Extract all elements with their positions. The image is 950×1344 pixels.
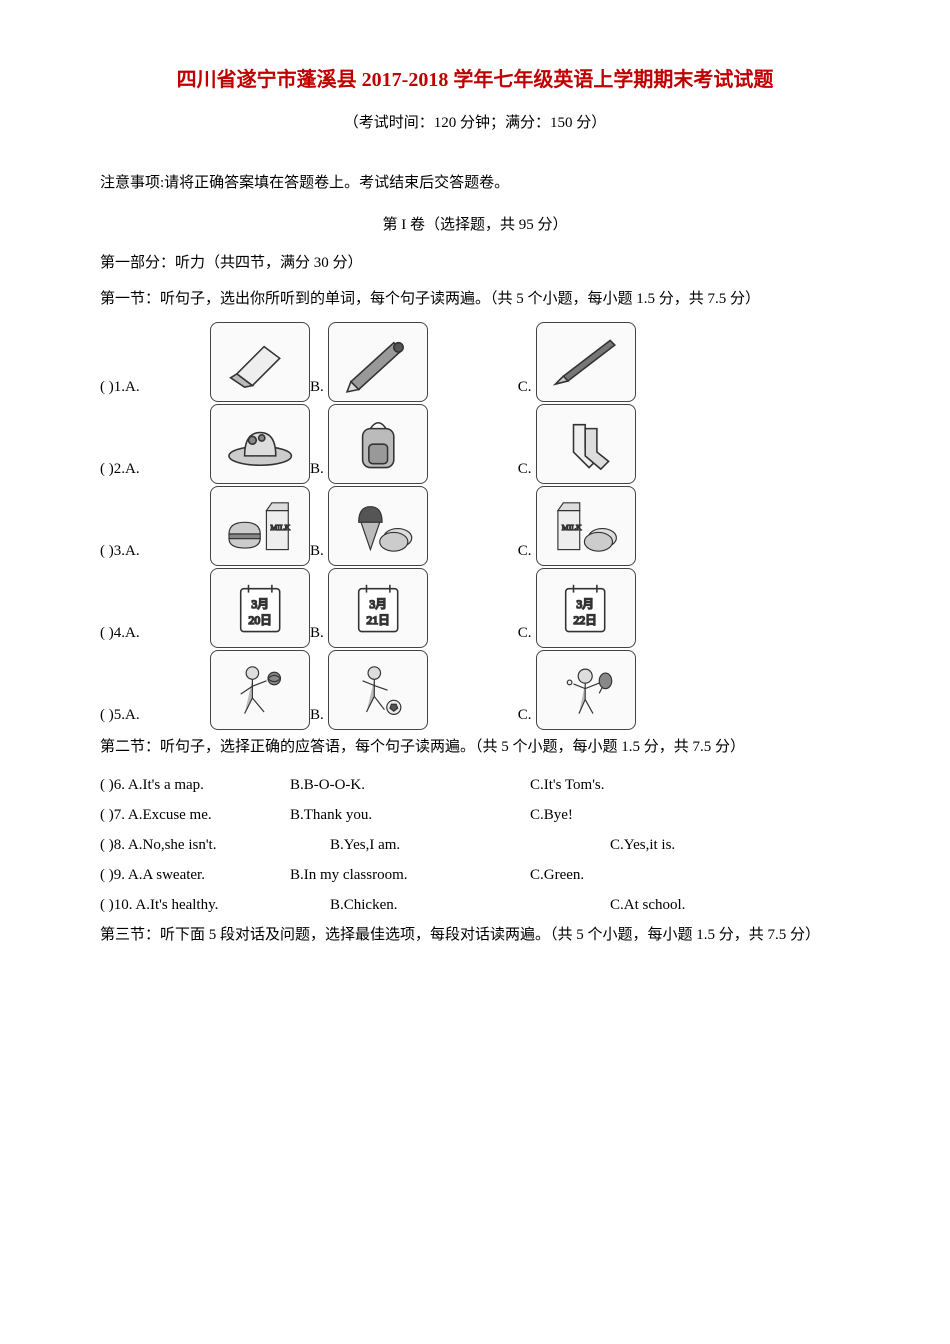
notice-text: 注意事项:请将正确答案填在答题卷上。考试结束后交答题卷。 [100,168,850,198]
page-title: 四川省遂宁市蓬溪县 2017-2018 学年七年级英语上学期期末考试试题 [100,60,850,100]
option-b: B.Chicken. [330,890,610,920]
eraser-icon [210,322,310,402]
svg-text:20日: 20日 [248,614,271,627]
question-number: ( )4.A. [100,618,210,648]
basketball-icon [210,650,310,730]
text-question-row: ( )7. A.Excuse me.B.Thank you.C.Bye! [100,800,850,830]
exam-info: （考试时间：120 分钟；满分：150 分） [100,108,850,138]
option-b: B.Yes,I am. [330,830,610,860]
question-row: ( )4.A. 3月20日 B. 3月21日 C. 3月22日 [100,568,850,648]
svg-text:3月: 3月 [577,598,595,611]
text-question-row: ( )6. A.It's a map.B.B-O-O-K.C.It's Tom'… [100,770,850,800]
option-b: B.In my classroom. [290,860,530,890]
pen-icon [536,322,636,402]
svg-text:22日: 22日 [574,614,597,627]
text-question-row: ( )10. A.It's healthy.B.Chicken.C.At sch… [100,890,850,920]
volume-header: 第 I 卷（选择题，共 95 分） [100,210,850,240]
option-b: B.B-O-O-K. [290,770,530,800]
option-c: C.Bye! [530,800,573,830]
question-number: ( )3.A. [100,536,210,566]
option-c: C.Yes,it is. [610,830,675,860]
question-number: ( )2.A. [100,454,210,484]
option-b-label: B. [310,454,324,484]
burger-milk-icon: MILK [210,486,310,566]
calendar-icon: 3月20日 [210,568,310,648]
svg-text:3月: 3月 [251,598,269,611]
calendar-icon: 3月22日 [536,568,636,648]
question-row: ( )2.A. B. C. [100,404,850,484]
svg-text:21日: 21日 [366,614,389,627]
question-number: ( )8. A.No,she isn't. [100,830,330,860]
question-row: ( )5.A. B. C. [100,650,850,730]
question-number: ( )5.A. [100,700,210,730]
option-c-label: C. [518,700,532,730]
text-question-row: ( )8. A.No,she isn't.B.Yes,I am.C.Yes,it… [100,830,850,860]
question-number: ( )6. A.It's a map. [100,770,290,800]
svg-text:3月: 3月 [369,598,387,611]
question-number: ( )1.A. [100,372,210,402]
section2-header: 第二节：听句子，选择正确的应答语，每个句子读两遍。（共 5 个小题，每小题 1.… [100,732,850,762]
option-c: C.Green. [530,860,584,890]
option-b: B.Thank you. [290,800,530,830]
option-c-label: C. [518,372,532,402]
question-number: ( )10. A.It's healthy. [100,890,330,920]
hat-icon [210,404,310,484]
pencil-icon [328,322,428,402]
question-number: ( )7. A.Excuse me. [100,800,290,830]
milk-bread-icon: MILK [536,486,636,566]
socks-icon [536,404,636,484]
option-b-label: B. [310,536,324,566]
option-b-label: B. [310,700,324,730]
section1-header: 第一节：听句子，选出你所听到的单词，每个句子读两遍。（共 5 个小题，每小题 1… [100,284,850,314]
soccer-icon [328,650,428,730]
backpack-icon [328,404,428,484]
option-c-label: C. [518,536,532,566]
option-b-label: B. [310,372,324,402]
question-row: ( )3.A. MILK B. C. MILK [100,486,850,566]
svg-text:MILK: MILK [562,523,582,532]
question-row: ( )1.A. B. C. [100,322,850,402]
text-question-row: ( )9. A.A sweater.B.In my classroom.C.Gr… [100,860,850,890]
svg-text:MILK: MILK [270,523,290,532]
part1-header: 第一部分：听力（共四节，满分 30 分） [100,248,850,278]
option-c: C.At school. [610,890,685,920]
option-c-label: C. [518,618,532,648]
icecream-bread-icon [328,486,428,566]
option-c-label: C. [518,454,532,484]
calendar-icon: 3月21日 [328,568,428,648]
option-c: C.It's Tom's. [530,770,605,800]
section3-header: 第三节：听下面 5 段对话及问题，选择最佳选项，每段对话读两遍。（共 5 个小题… [100,920,850,950]
option-b-label: B. [310,618,324,648]
pingpong-icon [536,650,636,730]
question-number: ( )9. A.A sweater. [100,860,290,890]
